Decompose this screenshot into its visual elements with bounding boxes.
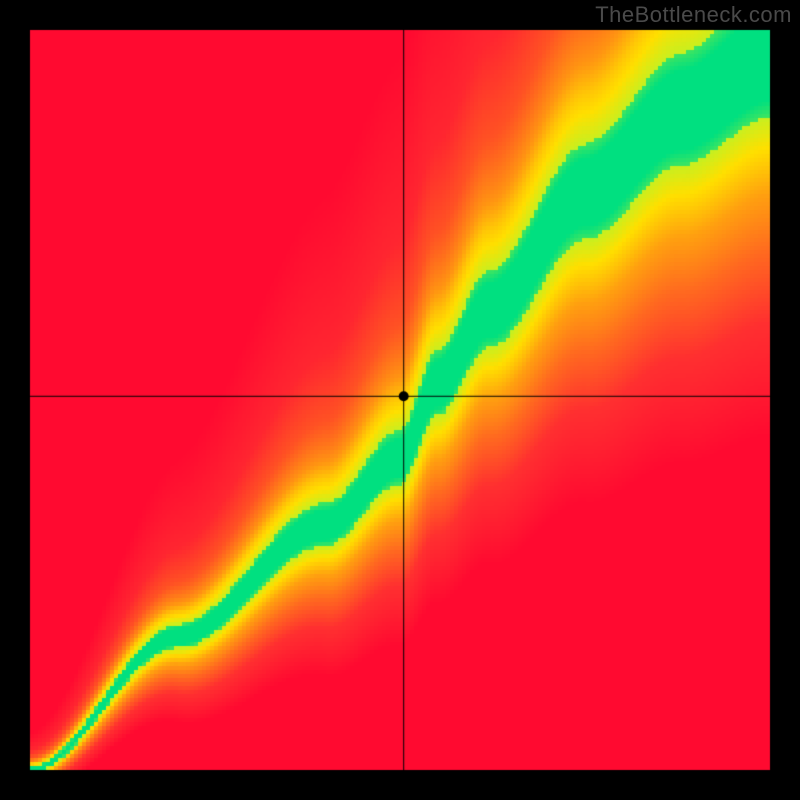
heatmap-canvas [0,0,800,800]
watermark-text: TheBottleneck.com [595,2,792,28]
chart-container: TheBottleneck.com [0,0,800,800]
